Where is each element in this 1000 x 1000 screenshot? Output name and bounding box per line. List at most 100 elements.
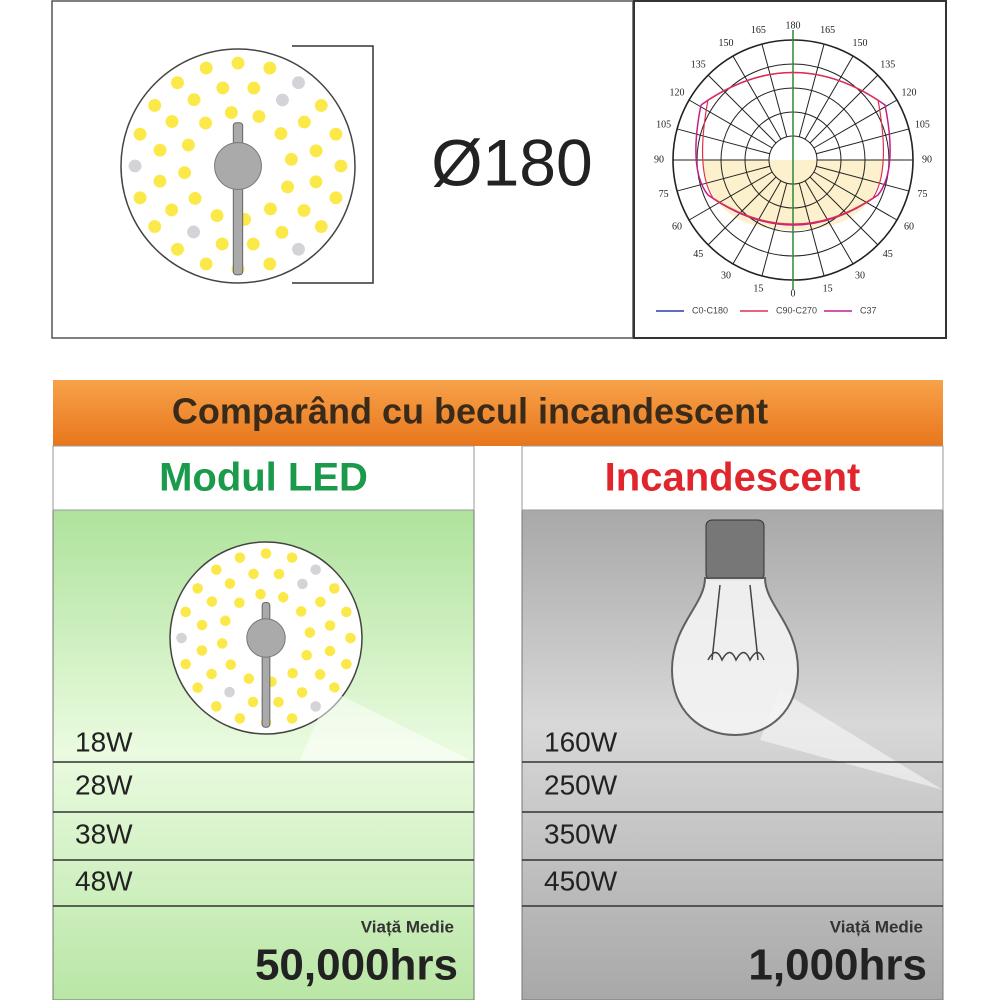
led-chip: [196, 645, 208, 656]
led-chip: [296, 687, 308, 698]
angle-label: 120: [902, 87, 917, 98]
led-chip: [180, 658, 191, 670]
led-chip: [192, 682, 203, 693]
polar-spoke: [798, 43, 825, 137]
led-chip: [133, 191, 147, 205]
polar-spoke: [813, 99, 898, 149]
life-value: 1,000hrs: [748, 941, 927, 990]
legend-label: C37: [860, 305, 877, 315]
filament: [707, 584, 765, 662]
module-center: [214, 142, 262, 190]
polar-spoke: [688, 99, 773, 149]
led-chip: [224, 578, 236, 589]
led-chip: [187, 93, 201, 107]
angle-label: 150: [719, 38, 734, 49]
led-chip: [292, 242, 305, 256]
led-chip: [345, 632, 356, 644]
led-chip: [314, 669, 326, 680]
led-chip: [215, 237, 229, 251]
angle-label: 90: [922, 154, 932, 165]
led-chip: [234, 597, 245, 609]
angle-label: 105: [656, 120, 671, 131]
angle-label: 15: [823, 284, 833, 295]
led-chip: [247, 81, 261, 95]
led-chip: [188, 192, 202, 205]
angle-label: 105: [915, 120, 930, 131]
led-chip: [210, 209, 224, 223]
dimension-bracket: [292, 45, 374, 284]
power-label: 48W: [75, 865, 133, 896]
angle-label: 135: [691, 60, 706, 71]
led-chip: [264, 202, 277, 216]
led-chip: [224, 106, 238, 120]
led-chip: [329, 682, 340, 693]
power-label: 450W: [544, 865, 618, 896]
led-chip: [329, 583, 340, 594]
led-chip: [252, 109, 266, 123]
angle-label: 15: [753, 284, 763, 295]
led-chip: [133, 127, 147, 141]
polar-spoke: [761, 183, 788, 277]
led-chip: [277, 592, 289, 603]
angle-label: 45: [883, 249, 893, 260]
led-chip: [181, 138, 195, 152]
led-chip: [225, 659, 237, 670]
power-label: 18W: [75, 726, 133, 757]
led-chip: [148, 220, 162, 233]
polar-spoke: [804, 55, 854, 140]
led-chip: [211, 564, 222, 575]
angle-label: 30: [721, 270, 731, 281]
light-beam: [300, 690, 470, 760]
angle-label: 60: [904, 221, 914, 232]
led-chip: [292, 76, 305, 90]
led-chip: [171, 76, 184, 90]
led-chip: [206, 668, 217, 680]
polar-spoke: [707, 176, 777, 246]
led-chip: [153, 143, 167, 157]
led-chip: [281, 180, 295, 194]
led-chip: [199, 116, 212, 130]
legend-label: C90-C270: [776, 305, 817, 315]
column-header: [521, 445, 944, 511]
polar-spoke: [761, 43, 788, 137]
polar-spoke: [676, 165, 770, 192]
led-chip: [211, 701, 222, 712]
led-chip: [199, 257, 213, 271]
led-chip: [334, 159, 348, 173]
angle-label: 165: [751, 25, 766, 36]
led-module: [120, 48, 356, 284]
led-chip: [314, 220, 328, 233]
led-chip: [310, 701, 321, 712]
polar-spoke: [816, 165, 910, 192]
led-chip: [297, 204, 311, 217]
led-chip: [284, 152, 298, 166]
life-caption: Viață Medie: [830, 917, 923, 936]
angle-label: 60: [672, 221, 682, 232]
led-chip: [314, 99, 328, 112]
led-chip: [199, 61, 213, 75]
polar-spoke: [809, 74, 879, 144]
led-chip: [310, 564, 321, 575]
led-chip: [206, 596, 218, 607]
angle-label: 75: [659, 189, 669, 200]
led-chip: [178, 166, 192, 180]
led-chip: [286, 713, 298, 724]
power-label: 28W: [75, 769, 133, 800]
led-chip: [148, 99, 162, 112]
module-center: [246, 618, 286, 658]
led-chip: [315, 596, 326, 608]
angle-label: 30: [855, 270, 865, 281]
column-header: [52, 445, 475, 511]
led-chip: [231, 56, 245, 70]
led-chip: [309, 175, 323, 189]
diameter-label: Ø180: [431, 125, 592, 199]
polar-spoke: [732, 55, 782, 140]
led-chip: [255, 588, 266, 600]
polar-spoke: [707, 74, 777, 144]
light-beam: [760, 690, 943, 790]
led-chip: [341, 606, 352, 618]
led-chip: [274, 127, 288, 140]
led-chip: [216, 638, 228, 649]
angle-label: 0: [791, 288, 796, 299]
led-chip: [234, 713, 246, 724]
